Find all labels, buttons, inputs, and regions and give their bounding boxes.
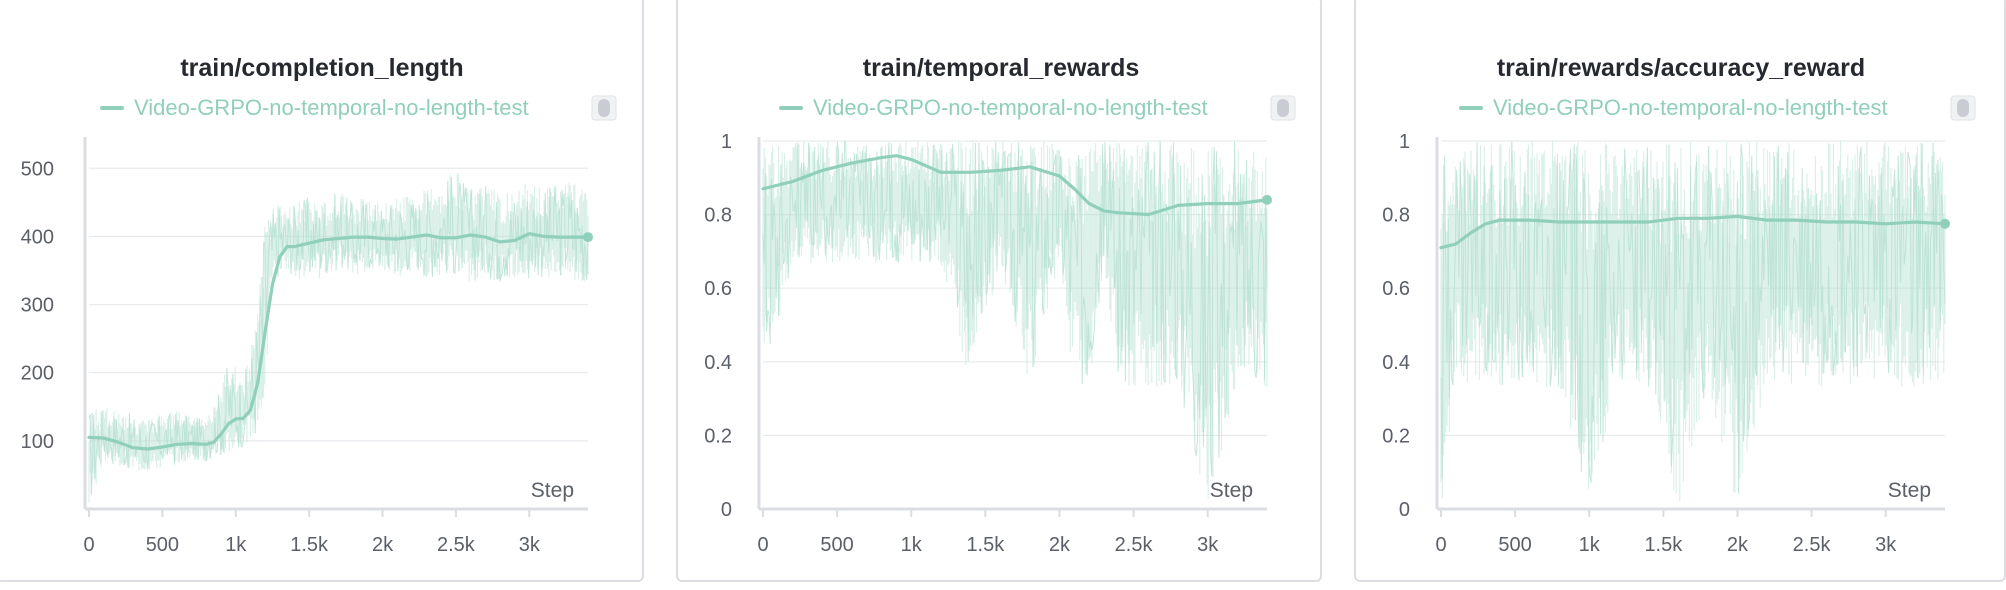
x-axis-label: Step — [1210, 479, 1253, 502]
y-tick-label: 0.2 — [1382, 425, 1410, 447]
x-tick-label: 3k — [519, 534, 541, 556]
x-tick-label: 1k — [225, 534, 247, 556]
x-tick-label: 2k — [372, 534, 394, 556]
legend-scroll-thumb[interactable] — [1957, 99, 1969, 117]
series-raw-noise — [88, 172, 589, 503]
x-tick-label: 3k — [1197, 534, 1219, 556]
x-tick-label: 2.5k — [437, 534, 476, 556]
legend-label[interactable]: Video-GRPO-no-temporal-no-length-test — [813, 95, 1208, 120]
x-tick-label: 1k — [1579, 534, 1601, 556]
chart-panel-temporal-rewards: train/temporal_rewards Video-GRPO-no-temp… — [676, 0, 1322, 582]
y-tick-label: 0.6 — [1382, 278, 1410, 300]
y-tick-label: 0.6 — [704, 278, 732, 300]
y-tick-label: 0 — [1399, 499, 1410, 521]
x-tick-label: 2.5k — [1115, 534, 1154, 556]
chart-panel-accuracy-reward: train/rewards/accuracy_reward Video-GRPO-… — [1354, 0, 2006, 582]
y-tick-label: 0.4 — [1382, 352, 1410, 374]
y-tick-label: 1 — [721, 131, 732, 153]
x-axis-label: Step — [531, 479, 574, 502]
x-tick-label: 500 — [146, 534, 179, 556]
x-tick-label: 2k — [1049, 534, 1071, 556]
y-tick-label: 200 — [21, 363, 54, 385]
legend-scroll-thumb[interactable] — [1277, 99, 1289, 117]
legend-label[interactable]: Video-GRPO-no-temporal-no-length-test — [134, 95, 529, 120]
y-tick-label: 300 — [21, 295, 54, 317]
x-axis-label: Step — [1888, 479, 1931, 502]
chart-title: train/completion_length — [180, 54, 463, 82]
chart-completion-length: train/completion_length Video-GRPO-no-tem… — [21, 54, 617, 556]
series-raw-noise — [1440, 141, 1946, 502]
x-tick-label: 0 — [83, 534, 94, 556]
y-tick-label: 0.8 — [1382, 205, 1410, 227]
series-smoothed-line[interactable] — [1439, 214, 1947, 250]
legend-scroll-thumb[interactable] — [598, 99, 610, 117]
y-tick-label: 0.4 — [704, 352, 732, 374]
chart-temporal-rewards: train/temporal_rewards Video-GRPO-no-temp… — [704, 54, 1296, 556]
x-tick-label: 2.5k — [1793, 534, 1832, 556]
x-tick-label: 500 — [1498, 534, 1531, 556]
series-end-point[interactable] — [583, 232, 593, 243]
y-tick-label: 400 — [21, 226, 54, 248]
series-end-point[interactable] — [1262, 194, 1272, 205]
x-tick-label: 1k — [901, 534, 923, 556]
x-tick-label: 1.5k — [966, 534, 1005, 556]
series-smoothed-line[interactable] — [761, 154, 1269, 217]
chart-panel-completion-length: train/completion_length Video-GRPO-no-tem… — [0, 0, 644, 582]
series-raw-noise — [762, 139, 1268, 499]
x-tick-label: 500 — [820, 534, 853, 556]
y-tick-label: 0 — [721, 499, 732, 521]
x-tick-label: 1.5k — [1644, 534, 1683, 556]
x-tick-label: 2k — [1727, 534, 1749, 556]
series-smoothed-line[interactable] — [87, 232, 590, 451]
y-tick-label: 500 — [21, 158, 54, 180]
chart-title: train/temporal_rewards — [863, 54, 1140, 82]
chart-accuracy-reward: train/rewards/accuracy_reward Video-GRPO-… — [1382, 54, 1976, 556]
y-tick-label: 100 — [21, 431, 54, 453]
series-end-point[interactable] — [1940, 218, 1950, 229]
legend-label[interactable]: Video-GRPO-no-temporal-no-length-test — [1493, 95, 1888, 120]
x-tick-label: 1.5k — [290, 534, 329, 556]
y-tick-label: 0.8 — [704, 205, 732, 227]
x-tick-label: 0 — [757, 534, 768, 556]
y-tick-label: 1 — [1399, 131, 1410, 153]
x-tick-label: 0 — [1435, 534, 1446, 556]
chart-title: train/rewards/accuracy_reward — [1497, 54, 1865, 82]
x-tick-label: 3k — [1875, 534, 1897, 556]
y-tick-label: 0.2 — [704, 425, 732, 447]
